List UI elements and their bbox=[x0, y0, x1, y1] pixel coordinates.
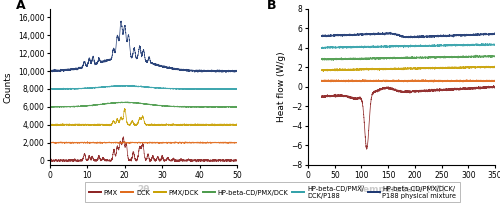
Legend: PMX, DCK, PMX/DCK, HP-beta-CD/PMX/DCK, HP-beta-CD/PMX/
DCK/P188, HP-beta-CD/PMX/: PMX, DCK, PMX/DCK, HP-beta-CD/PMX/DCK, H… bbox=[85, 183, 460, 202]
Text: A: A bbox=[16, 0, 26, 12]
Y-axis label: Counts: Counts bbox=[4, 71, 13, 103]
X-axis label: 2θ: 2θ bbox=[138, 185, 149, 194]
Text: B: B bbox=[267, 0, 276, 12]
Y-axis label: Heat flow (W/g): Heat flow (W/g) bbox=[276, 51, 285, 122]
X-axis label: Temperature (°C): Temperature (°C) bbox=[358, 185, 446, 194]
